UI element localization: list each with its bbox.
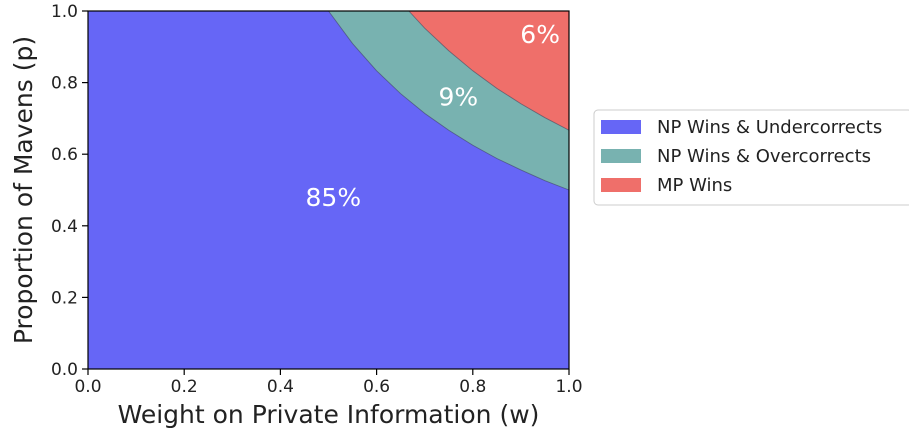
area-mp-wins: [408, 11, 569, 131]
legend-box: [593, 109, 909, 206]
region-label: 6%: [520, 20, 560, 49]
x-tick-label: 0.2: [171, 377, 198, 397]
y-axis-ticks: 0.0 0.2 0.4 0.6 0.8 1.0: [51, 2, 88, 380]
legend-swatch: [601, 120, 641, 134]
legend-label: MP Wins: [657, 175, 732, 196]
boundary-line: [328, 10, 570, 191]
region-label: 85%: [306, 183, 362, 212]
x-tick-label: 0.8: [459, 377, 486, 397]
legend-label: NP Wins & Overcorrects: [657, 146, 871, 167]
y-tick-label: 0.0: [51, 360, 78, 380]
x-tick-label: 0.6: [363, 377, 390, 397]
x-axis-label: Weight on Private Information (w): [118, 400, 540, 429]
plot-areas: [88, 10, 570, 369]
y-tick-label: 0.8: [51, 74, 78, 94]
boundary-line: [408, 10, 570, 131]
y-axis-label: Proportion of Mavens (p): [9, 36, 38, 344]
legend-swatch: [601, 149, 641, 163]
x-axis-ticks: 0.0 0.2 0.4 0.6 0.8 1.0: [74, 369, 583, 397]
legend-swatch: [601, 178, 641, 192]
plot-frame: [87, 10, 570, 370]
y-tick-label: 0.6: [51, 145, 78, 165]
region-labels: 85% 9% 6%: [306, 20, 560, 212]
y-tick-label: 1.0: [51, 2, 78, 22]
legend-label: NP Wins & Undercorrects: [657, 117, 882, 138]
x-tick-label: 0.0: [74, 377, 101, 397]
y-tick-label: 0.2: [51, 288, 78, 308]
region-label: 9%: [439, 83, 479, 112]
x-tick-label: 1.0: [555, 377, 582, 397]
x-tick-label: 0.4: [267, 377, 294, 397]
y-tick-label: 0.4: [51, 217, 78, 237]
legend: NP Wins & Undercorrects NP Wins & Overcor…: [593, 109, 909, 206]
